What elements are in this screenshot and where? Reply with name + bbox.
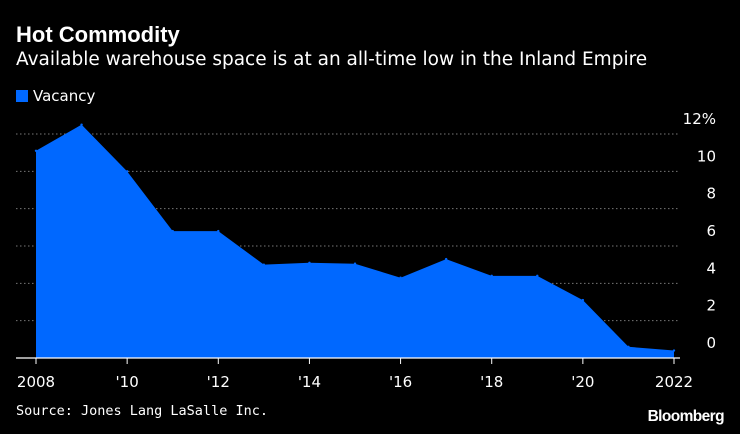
legend-label-vacancy: Vacancy — [33, 87, 96, 105]
data-point-2021 — [627, 345, 630, 348]
y-tick-label-6: 6 — [706, 222, 716, 240]
x-tick-label-2018: '18 — [480, 373, 503, 391]
y-tick-label-2: 2 — [706, 297, 716, 315]
x-tick-label-2014: '14 — [298, 373, 321, 391]
x-tick-label-2020: '20 — [571, 373, 594, 391]
area-layer — [34, 123, 676, 359]
data-point-2011 — [171, 229, 174, 233]
x-tick-label-2022: 2022 — [655, 373, 693, 391]
data-point-2016 — [399, 276, 402, 279]
chart-subtitle: Available warehouse space is at an all-t… — [16, 49, 648, 70]
y-tick-label-0: 0 — [706, 334, 716, 352]
data-point-2010 — [125, 170, 129, 173]
data-point-2012 — [217, 229, 220, 233]
legend-swatch-vacancy — [16, 90, 28, 102]
brand-logo: Bloomberg — [647, 408, 725, 425]
data-point-2022 — [672, 349, 676, 352]
area-series-vacancy — [36, 124, 674, 359]
data-point-2014 — [308, 261, 311, 264]
x-tick-label-2008: 2008 — [17, 373, 55, 391]
x-tick-label-2010: '10 — [116, 373, 139, 391]
x-tick-label-2016: '16 — [389, 373, 412, 391]
y-tick-label-4: 4 — [706, 259, 716, 277]
data-point-2013 — [262, 263, 266, 266]
axes: 12% 10 8 6 4 2 0 2008 '10 '12 '14 '16 '18 '20 2022 — [16, 110, 716, 391]
chart-title: Hot Commodity — [16, 22, 180, 47]
data-point-2020 — [581, 298, 585, 302]
data-point-2018 — [490, 274, 493, 278]
data-point-2015 — [353, 262, 357, 265]
y-tick-label-10: 10 — [697, 147, 716, 165]
x-tick-label-2012: '12 — [207, 373, 230, 391]
data-point-2008 — [34, 149, 38, 152]
y-tick-label-8: 8 — [706, 185, 716, 203]
data-point-2009 — [80, 123, 83, 126]
data-point-2019 — [536, 274, 539, 278]
y-tick-label-12: 12% — [683, 110, 716, 128]
data-point-2017 — [444, 257, 448, 261]
source-note: Source: Jones Lang LaSalle Inc. — [16, 403, 268, 419]
legend: Vacancy — [16, 86, 95, 106]
